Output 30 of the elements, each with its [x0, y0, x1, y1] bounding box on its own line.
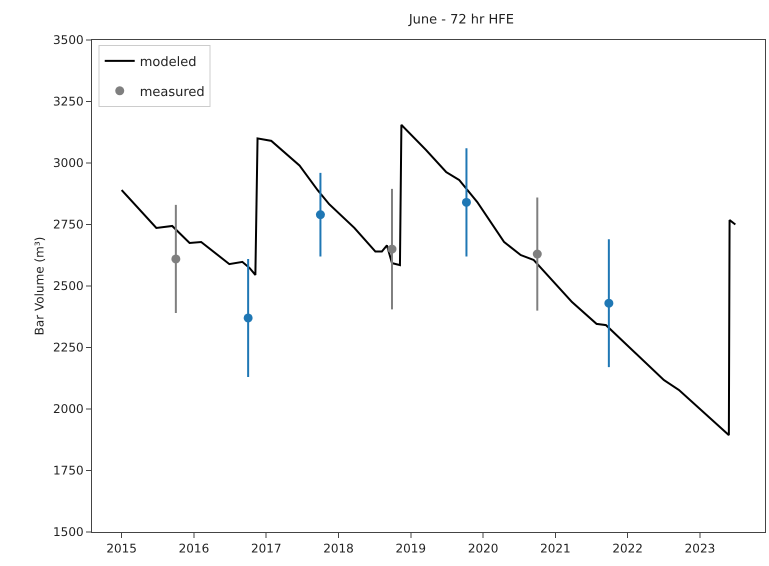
- y-tick-label: 2500: [53, 279, 84, 294]
- x-tick-label: 2017: [250, 541, 282, 556]
- y-tick-label: 2000: [53, 402, 84, 416]
- y-tick-label: 2250: [53, 340, 84, 355]
- x-tick-label: 2016: [178, 541, 210, 556]
- y-tick-label: 3500: [53, 33, 84, 48]
- y-axis-title: Bar Volume (m³): [32, 236, 46, 336]
- y-tick-label: 3000: [53, 156, 84, 170]
- point: [387, 244, 396, 254]
- point: [316, 210, 325, 220]
- y-tick-label: 3250: [53, 94, 84, 109]
- legend-label: modeled: [140, 54, 196, 70]
- x-tick-label: 2021: [540, 541, 571, 556]
- y-tick-label: 1500: [53, 525, 84, 540]
- x-tick-label: 2020: [468, 541, 498, 556]
- point: [462, 198, 471, 207]
- chart-title: June - 72 hr HFE: [408, 12, 514, 28]
- y-tick-label: 2750: [53, 218, 84, 232]
- line-series: [120, 124, 736, 436]
- x-tick-label: 2018: [323, 541, 354, 556]
- point: [604, 298, 614, 308]
- legend-label: measured: [140, 84, 205, 100]
- x-tick-label: 2023: [684, 541, 716, 556]
- y-tick-label: 1750: [53, 464, 84, 478]
- x-tick-label: 2022: [612, 541, 643, 556]
- x-tick-label: 2019: [396, 541, 426, 556]
- point: [171, 254, 180, 264]
- point: [244, 313, 253, 322]
- x-tick-label: 2015: [106, 541, 137, 556]
- point: [532, 250, 542, 259]
